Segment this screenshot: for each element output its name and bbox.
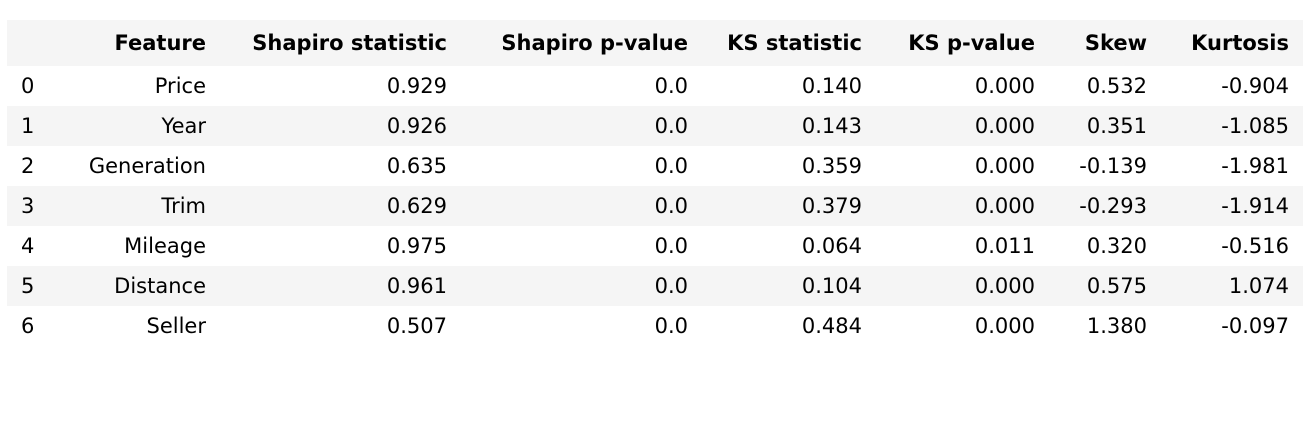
cell-shapiro-p-value: 0.0 bbox=[654, 274, 688, 298]
cell-ks-statistic: 0.064 bbox=[801, 234, 862, 258]
cell-skew: 0.351 bbox=[1086, 114, 1147, 138]
cell-kurtosis: 1.074 bbox=[1228, 274, 1289, 298]
cell-shapiro-p-value: 0.0 bbox=[654, 234, 688, 258]
table-row: 3 Trim 0.629 0.0 0.379 0.000 -0.293 -1.9… bbox=[7, 186, 1303, 226]
row-index: 2 bbox=[21, 154, 35, 178]
cell-ks-statistic: 0.359 bbox=[801, 154, 862, 178]
cell-feature: Trim bbox=[161, 194, 206, 218]
table-row: 1 Year 0.926 0.0 0.143 0.000 0.351 -1.08… bbox=[7, 106, 1303, 146]
cell-skew: 0.532 bbox=[1086, 74, 1147, 98]
table-header-row: Feature Shapiro statistic Shapiro p-valu… bbox=[7, 20, 1303, 66]
cell-skew: -0.293 bbox=[1079, 194, 1147, 218]
cell-shapiro-statistic: 0.507 bbox=[386, 314, 447, 338]
cell-shapiro-p-value: 0.0 bbox=[654, 74, 688, 98]
cell-ks-p-value: 0.000 bbox=[974, 114, 1035, 138]
cell-shapiro-p-value: 0.0 bbox=[654, 154, 688, 178]
cell-shapiro-p-value: 0.0 bbox=[654, 114, 688, 138]
cell-shapiro-statistic: 0.961 bbox=[386, 274, 447, 298]
cell-shapiro-statistic: 0.975 bbox=[386, 234, 447, 258]
row-index: 6 bbox=[21, 314, 35, 338]
row-index: 4 bbox=[21, 234, 35, 258]
cell-feature: Seller bbox=[146, 314, 206, 338]
row-index: 5 bbox=[21, 274, 35, 298]
column-header-ks-p-value: KS p-value bbox=[908, 31, 1035, 55]
cell-kurtosis: -0.516 bbox=[1221, 234, 1289, 258]
column-header-ks-statistic: KS statistic bbox=[727, 31, 862, 55]
cell-feature: Generation bbox=[88, 154, 206, 178]
table-row: 0 Price 0.929 0.0 0.140 0.000 0.532 -0.9… bbox=[7, 66, 1303, 106]
cell-shapiro-p-value: 0.0 bbox=[654, 194, 688, 218]
table-row: 5 Distance 0.961 0.0 0.104 0.000 0.575 1… bbox=[7, 266, 1303, 306]
index-column-header bbox=[7, 20, 52, 66]
cell-ks-statistic: 0.143 bbox=[801, 114, 862, 138]
row-index: 1 bbox=[21, 114, 35, 138]
cell-feature: Distance bbox=[114, 274, 206, 298]
cell-kurtosis: -1.981 bbox=[1221, 154, 1289, 178]
cell-kurtosis: -0.904 bbox=[1221, 74, 1289, 98]
cell-ks-p-value: 0.000 bbox=[974, 274, 1035, 298]
cell-kurtosis: -1.914 bbox=[1221, 194, 1289, 218]
cell-ks-statistic: 0.484 bbox=[801, 314, 862, 338]
table-row: 2 Generation 0.635 0.0 0.359 0.000 -0.13… bbox=[7, 146, 1303, 186]
cell-skew: -0.139 bbox=[1079, 154, 1147, 178]
cell-ks-p-value: 0.000 bbox=[974, 74, 1035, 98]
cell-shapiro-statistic: 0.926 bbox=[386, 114, 447, 138]
cell-ks-statistic: 0.379 bbox=[801, 194, 862, 218]
cell-shapiro-statistic: 0.929 bbox=[386, 74, 447, 98]
cell-feature: Mileage bbox=[124, 234, 206, 258]
normality-tests-table: Feature Shapiro statistic Shapiro p-valu… bbox=[7, 20, 1303, 346]
dataframe-output: Feature Shapiro statistic Shapiro p-valu… bbox=[7, 20, 1303, 346]
row-index: 0 bbox=[21, 74, 35, 98]
cell-ks-p-value: 0.000 bbox=[974, 194, 1035, 218]
cell-ks-p-value: 0.011 bbox=[974, 234, 1035, 258]
cell-feature: Price bbox=[154, 74, 206, 98]
cell-skew: 0.320 bbox=[1086, 234, 1147, 258]
column-header-shapiro-p-value: Shapiro p-value bbox=[501, 31, 688, 55]
cell-kurtosis: -0.097 bbox=[1221, 314, 1289, 338]
column-header-skew: Skew bbox=[1084, 31, 1147, 55]
cell-shapiro-p-value: 0.0 bbox=[654, 314, 688, 338]
cell-skew: 0.575 bbox=[1086, 274, 1147, 298]
column-header-feature: Feature bbox=[114, 31, 207, 55]
cell-shapiro-statistic: 0.629 bbox=[386, 194, 447, 218]
cell-feature: Year bbox=[161, 114, 206, 138]
table-row: 6 Seller 0.507 0.0 0.484 0.000 1.380 -0.… bbox=[7, 306, 1303, 346]
row-index: 3 bbox=[21, 194, 35, 218]
cell-ks-statistic: 0.140 bbox=[801, 74, 862, 98]
cell-ks-p-value: 0.000 bbox=[974, 154, 1035, 178]
cell-kurtosis: -1.085 bbox=[1221, 114, 1289, 138]
column-header-shapiro-statistic: Shapiro statistic bbox=[252, 31, 447, 55]
cell-skew: 1.380 bbox=[1086, 314, 1147, 338]
column-header-kurtosis: Kurtosis bbox=[1191, 31, 1289, 55]
table-row: 4 Mileage 0.975 0.0 0.064 0.011 0.320 -0… bbox=[7, 226, 1303, 266]
cell-ks-statistic: 0.104 bbox=[801, 274, 862, 298]
cell-shapiro-statistic: 0.635 bbox=[386, 154, 447, 178]
cell-ks-p-value: 0.000 bbox=[974, 314, 1035, 338]
